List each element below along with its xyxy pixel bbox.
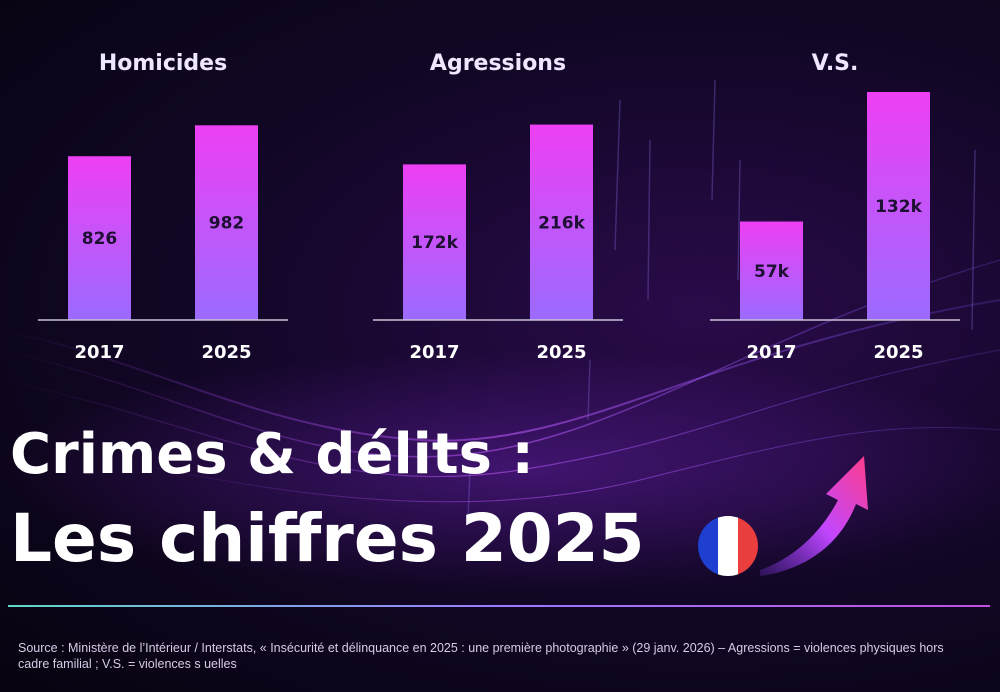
chart-title: V.S. (812, 51, 859, 76)
value-label: 216k (538, 213, 585, 233)
divider-line (8, 605, 990, 607)
bar-2025 (867, 92, 930, 320)
value-label: 826 (82, 229, 118, 249)
bar-charts: Homicides 826 2017 982 2025 Agressions 172k 201… (38, 51, 960, 363)
bar-2017 (68, 156, 131, 320)
value-label: 132k (875, 197, 922, 217)
headline-line-2: Les chiffres 2025 (10, 500, 645, 577)
trend-up-arrow-icon (760, 456, 868, 576)
chart-title: Agressions (430, 51, 566, 76)
tick-label: 2017 (409, 342, 459, 363)
value-label: 57k (754, 262, 790, 282)
bar-2017 (740, 221, 803, 320)
france-flag-icon (698, 516, 758, 576)
source-note: Source : Ministère de l’Intérieur / Inte… (18, 641, 944, 671)
headline-line-1: Crimes & délits : (10, 422, 534, 487)
bar-2025 (530, 124, 593, 320)
value-label: 982 (209, 214, 245, 234)
tick-label: 2017 (74, 342, 124, 363)
bar-2025 (195, 125, 258, 320)
value-label: 172k (411, 233, 458, 253)
chart-title: Homicides (99, 51, 227, 76)
tick-label: 2017 (746, 342, 796, 363)
bar-2017 (403, 164, 466, 320)
tick-label: 2025 (873, 342, 923, 363)
tick-label: 2025 (536, 342, 586, 363)
tick-label: 2025 (201, 342, 251, 363)
